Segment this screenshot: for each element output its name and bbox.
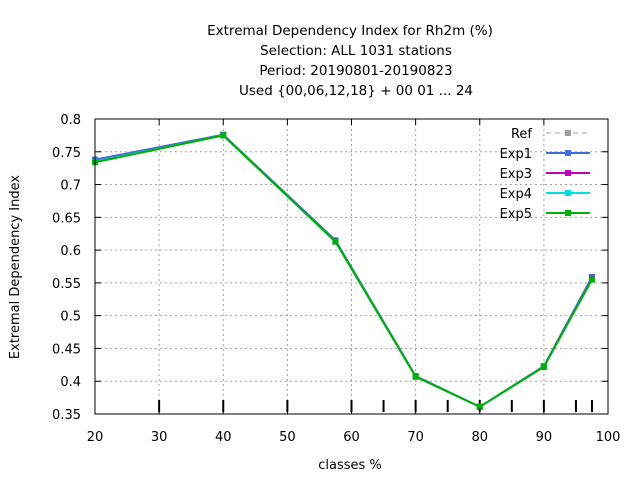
series-group (92, 131, 595, 410)
legend-marker (565, 210, 571, 216)
x-tick-label: 30 (151, 430, 168, 445)
y-tick-label: 0.6 (60, 244, 81, 259)
class-marks (158, 400, 593, 412)
y-tick-label: 0.8 (60, 113, 81, 128)
legend-label: Ref (511, 127, 532, 142)
x-tick-label: 100 (596, 430, 621, 445)
data-point (332, 238, 339, 245)
y-tick-label: 0.65 (52, 211, 81, 226)
y-tick-label: 0.35 (52, 408, 81, 423)
x-tick-label: 80 (471, 430, 488, 445)
x-tick-label: 90 (536, 430, 553, 445)
legend-marker (565, 190, 571, 196)
data-point (476, 403, 483, 410)
y-tick-label: 0.55 (52, 277, 81, 292)
x-tick-label: 40 (215, 430, 232, 445)
series-exp5 (92, 132, 595, 410)
title-line-3: Period: 20190801-20190823 (259, 63, 452, 79)
legend-marker (565, 130, 571, 136)
data-point (588, 276, 595, 283)
legend-item: Exp4 (500, 187, 590, 202)
data-point (220, 132, 227, 139)
title-line-2: Selection: ALL 1031 stations (260, 43, 452, 59)
legend-item: Exp3 (500, 167, 590, 182)
legend-marker (565, 170, 571, 176)
legend-item: Ref (511, 127, 590, 142)
data-point (412, 373, 419, 380)
y-tick-label: 0.45 (52, 342, 81, 357)
x-tick-label: 60 (343, 430, 360, 445)
y-tick-label: 0.7 (60, 179, 81, 194)
legend-label: Exp3 (500, 167, 532, 182)
x-axis: 20 30 40 50 60 70 80 90 100 (87, 119, 621, 445)
legend-label: Exp5 (500, 207, 532, 222)
legend: Ref Exp1 Exp3 Exp4 Exp5 (500, 127, 590, 222)
x-tick-label: 50 (279, 430, 296, 445)
legend-label: Exp1 (500, 147, 532, 162)
y-axis: 0.35 0.4 0.45 0.5 0.55 0.6 0.65 0.7 0.75 0.8 (52, 113, 608, 423)
y-axis-label: Extremal Dependency Index (8, 175, 23, 359)
y-tick-label: 0.5 (60, 310, 81, 325)
title-line-4: Used {00,06,12,18} + 00 01 ... 24 (239, 83, 473, 99)
legend-item: Exp5 (500, 207, 590, 222)
legend-label: Exp4 (500, 187, 532, 202)
x-axis-label: classes % (318, 458, 382, 473)
x-tick-label: 70 (407, 430, 424, 445)
data-point (540, 363, 547, 370)
y-tick-label: 0.75 (52, 146, 81, 161)
legend-marker (565, 150, 571, 156)
chart-title: Extremal Dependency Index for Rh2m (%) S… (207, 23, 493, 99)
y-tick-label: 0.4 (60, 375, 81, 390)
x-tick-label: 20 (87, 430, 104, 445)
title-line-1: Extremal Dependency Index for Rh2m (%) (207, 23, 493, 39)
legend-item: Exp1 (500, 147, 590, 162)
